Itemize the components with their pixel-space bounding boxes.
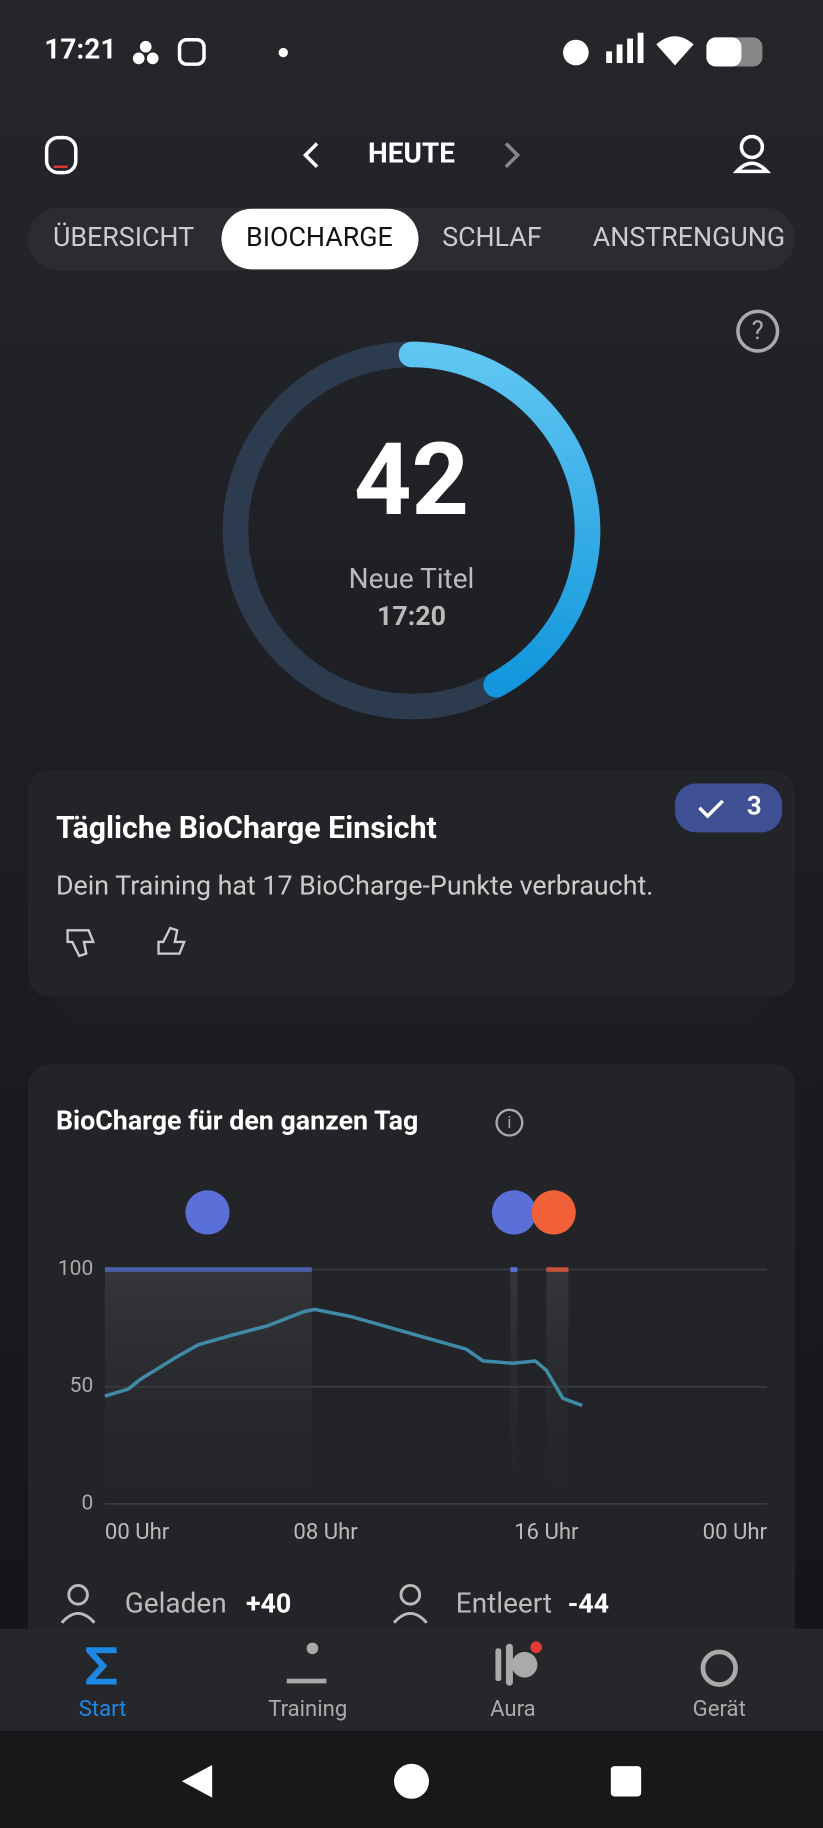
line — [104, 1307, 583, 1408]
nav-label[interactable]: Aura — [490, 1696, 536, 1722]
stat-value: +40 — [246, 1587, 291, 1619]
badge-count: 3 — [747, 792, 762, 822]
insight-title: Tägliche BioCharge Einsicht — [56, 811, 437, 846]
x-tick-label: 00 Uhr — [105, 1519, 170, 1545]
insight-card — [27, 770, 796, 997]
tab[interactable]: ANSTRENGUNG — [593, 221, 785, 253]
relax-icon[interactable] — [491, 1190, 537, 1235]
status-icons — [132, 32, 763, 67]
y-tick-label: 100 — [58, 1257, 93, 1281]
header-title: HEUTE — [368, 137, 455, 170]
next-day[interactable] — [504, 142, 521, 169]
period-bar — [104, 1267, 312, 1272]
nav-label[interactable]: Gerät — [693, 1696, 746, 1722]
help-icon[interactable]: ? — [736, 309, 780, 353]
stat-label: Entleert — [456, 1587, 552, 1620]
feedback-icons[interactable] — [66, 926, 186, 958]
y-tick-label: 50 — [70, 1374, 94, 1398]
x-tick-label: 16 Uhr — [514, 1519, 579, 1545]
nav-icons[interactable] — [286, 1641, 738, 1687]
workout-icon[interactable] — [531, 1190, 576, 1235]
svg-text:i: i — [507, 1113, 511, 1132]
tab[interactable]: SCHLAF — [442, 221, 542, 253]
gauge-value: 42 — [354, 422, 469, 539]
nav-label[interactable]: Training — [268, 1696, 347, 1722]
tab-selected — [221, 208, 419, 270]
x-tick-label: 08 Uhr — [293, 1519, 358, 1545]
svg-text:?: ? — [752, 316, 764, 346]
bottom-nav — [0, 1628, 823, 1732]
period-shade — [546, 1269, 569, 1493]
tab[interactable]: BIOCHARGE — [246, 221, 393, 253]
chart-title: BioCharge für den ganzen Tag — [56, 1105, 418, 1137]
y-tick-label: 0 — [81, 1491, 93, 1515]
insight-text: Dein Training hat 17 BioCharge-Punkte ve… — [56, 869, 653, 901]
profile-icon[interactable] — [732, 134, 772, 174]
period-bar — [546, 1267, 569, 1272]
stat-label: Geladen — [125, 1587, 227, 1620]
status-time: 17:21 — [44, 33, 116, 66]
watch-icon[interactable] — [44, 135, 78, 175]
nav-label[interactable]: Start — [79, 1696, 127, 1722]
info-icon[interactable]: i — [495, 1108, 524, 1137]
sleep-icon[interactable] — [185, 1190, 230, 1235]
gauge-arc — [398, 341, 601, 698]
gauge-label: Neue Titel — [349, 562, 475, 595]
check-icon — [698, 799, 724, 819]
period-bar — [510, 1267, 518, 1272]
tab[interactable]: ÜBERSICHT — [53, 221, 194, 253]
stat-icons — [60, 1583, 428, 1624]
stat-value: -44 — [568, 1587, 609, 1619]
gauge-time: 17:20 — [377, 600, 446, 632]
nav-icon[interactable] — [86, 1647, 117, 1685]
period-shade — [510, 1269, 518, 1493]
x-tick-label: 00 Uhr — [703, 1519, 768, 1545]
system-buttons[interactable] — [181, 1763, 642, 1799]
insight-badge[interactable] — [674, 783, 783, 833]
prev-day[interactable] — [302, 142, 319, 169]
